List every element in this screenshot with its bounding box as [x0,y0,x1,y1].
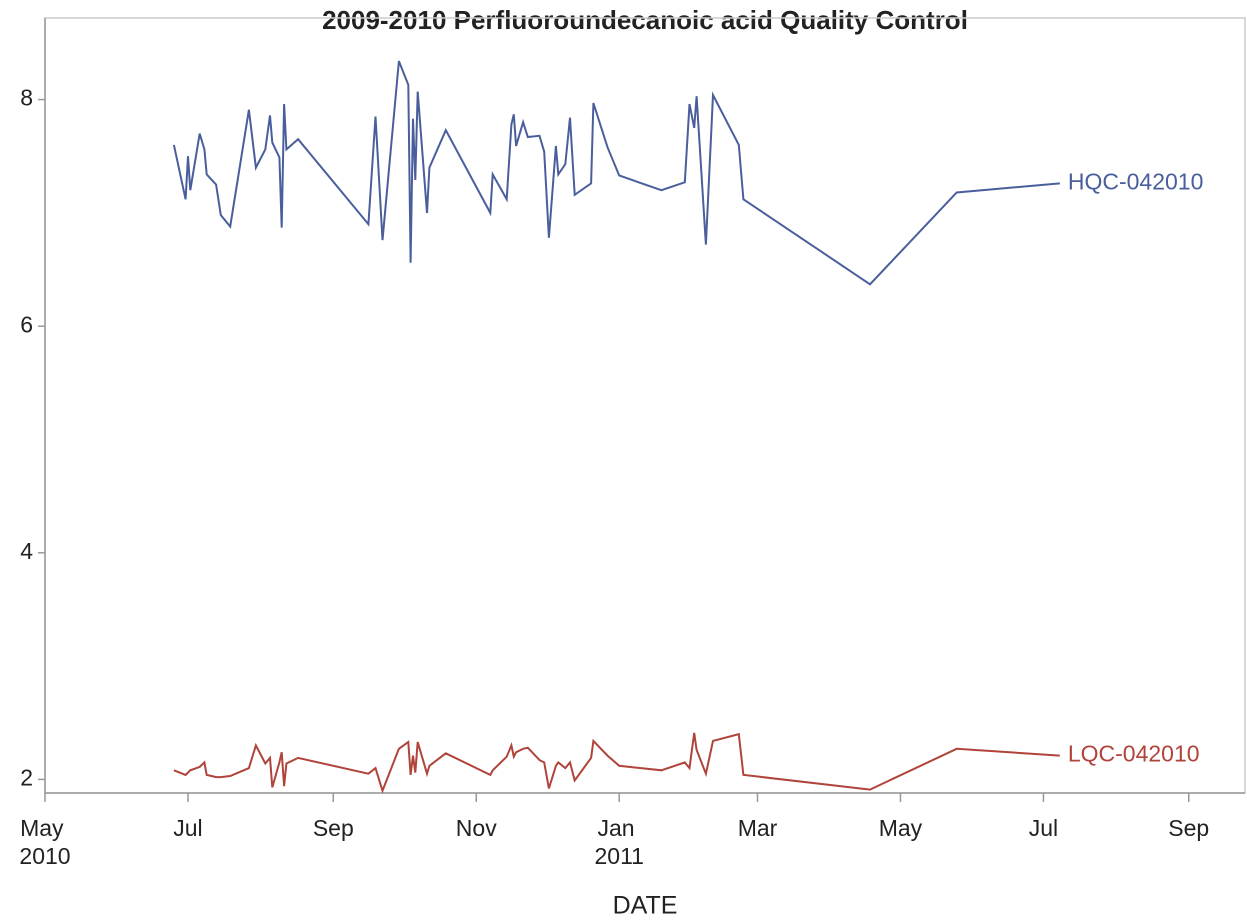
y-tick-label: 4 [20,538,33,564]
x-tick-label: May [879,815,923,841]
y-tick-label: 2 [20,764,33,790]
x-tick-label: Mar [738,815,778,841]
plot-frame [44,17,1246,794]
series-label: LQC-042010 [1068,741,1200,767]
chart-title: 2009-2010 Perfluoroundecanoic acid Quali… [322,5,968,35]
line-series [173,732,1060,794]
line-series [172,60,1060,286]
x-tick-label: May 2010 [19,815,70,869]
x-tick-label: Sep [1168,815,1209,841]
y-tick-label: 6 [20,311,33,337]
x-tick-label: Nov [456,815,497,841]
x-tick-label: Jul [173,815,202,841]
y-tick-label: 8 [20,85,33,111]
x-axis-label: DATE [613,892,678,920]
x-tick-label: Jan 2011 [594,815,643,869]
x-tick-label: Jul [1029,815,1058,841]
series-label: HQC-042010 [1068,169,1204,195]
x-tick-label: Sep [313,815,354,841]
